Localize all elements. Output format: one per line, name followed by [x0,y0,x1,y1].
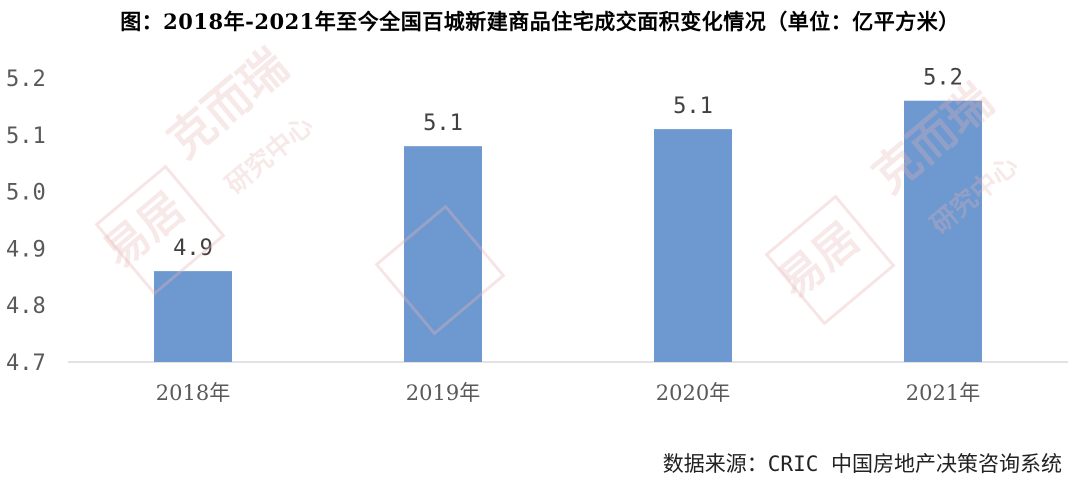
chart-title: 图：2018年-2021年至今全国百城新建商品住宅成交面积变化情况（单位：亿平方… [120,9,960,34]
x-tick-label: 2019年 [406,381,480,405]
bar-chart: 4.7 4.8 4.9 5.0 5.1 5.2 4.9 2018年 5.1 2019年 5.1 202… [6,66,1068,405]
y-tick-label: 5.2 [6,67,46,92]
bar [904,100,982,362]
source-note: 数据来源：CRIC 中国房地产决策咨询系统 [662,452,1062,476]
data-label: 5.1 [423,111,463,136]
y-tick-label: 5.0 [6,181,46,206]
y-tick-label: 5.1 [6,124,46,149]
y-tick-label: 4.8 [6,294,46,319]
bar [404,146,482,362]
bar [154,271,232,362]
data-label: 5.2 [923,66,963,91]
x-tick-label: 2018年 [156,381,230,405]
x-tick-label: 2021年 [906,381,980,405]
bar [654,129,732,362]
y-tick-label: 4.7 [6,351,46,376]
x-tick-label: 2020年 [656,381,730,405]
data-label: 5.1 [673,94,713,119]
data-label: 4.9 [173,236,213,261]
y-tick-label: 4.9 [6,237,46,262]
